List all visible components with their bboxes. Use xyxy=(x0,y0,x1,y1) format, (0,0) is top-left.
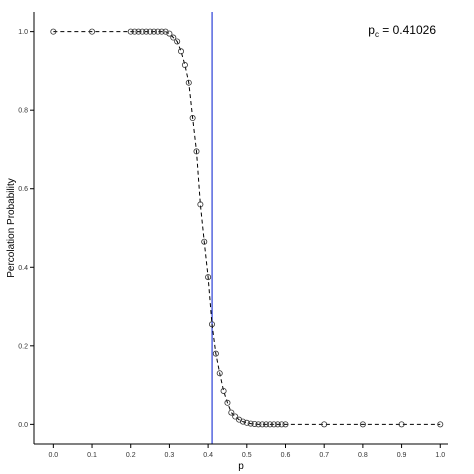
data-point xyxy=(278,421,285,428)
data-point xyxy=(131,28,138,35)
y-tick-label: 0.2 xyxy=(18,343,28,350)
x-tick-label: 0.9 xyxy=(397,452,407,459)
data-point xyxy=(89,28,96,35)
data-point xyxy=(216,370,223,377)
plot-area xyxy=(50,12,444,444)
data-point xyxy=(321,421,328,428)
x-tick-label: 0.5 xyxy=(242,452,252,459)
y-tick-label: 0.8 xyxy=(18,108,28,115)
x-tick-label: 0.7 xyxy=(319,452,329,459)
data-point xyxy=(154,28,161,35)
data-point xyxy=(243,419,250,426)
annotation-prefix: p xyxy=(368,23,375,37)
data-point xyxy=(158,28,165,35)
data-point xyxy=(437,421,444,428)
data-point xyxy=(212,350,219,357)
x-tick-label: 0.1 xyxy=(87,452,97,459)
x-tick-label: 0.4 xyxy=(203,452,213,459)
y-tick-label: 0.6 xyxy=(18,186,28,193)
y-tick-label: 0.0 xyxy=(18,422,28,429)
annotation-value: = 0.41026 xyxy=(379,23,436,37)
data-point xyxy=(274,421,281,428)
x-tick-label: 0.2 xyxy=(126,452,136,459)
data-point xyxy=(263,421,270,428)
y-ticks: 0.0 0.2 0.4 0.6 0.8 1.0 xyxy=(18,29,34,429)
data-point xyxy=(259,421,266,428)
critical-value-annotation: pc = 0.41026 xyxy=(368,23,436,39)
data-point xyxy=(197,201,204,208)
data-point xyxy=(50,28,57,35)
axes: 0.0 0.1 0.2 0.3 0.4 0.5 0.6 0.7 0.8 0.9 1.0 0.0 0.2… xyxy=(18,12,448,459)
x-axis-label: p xyxy=(238,461,244,472)
annotation-subscript: c xyxy=(375,30,379,39)
data-point xyxy=(147,28,154,35)
data-point xyxy=(166,30,173,37)
data-point xyxy=(174,38,181,45)
data-point xyxy=(228,409,235,416)
x-tick-label: 0.3 xyxy=(165,452,175,459)
data-point xyxy=(282,421,289,428)
series-line xyxy=(53,31,441,425)
data-point xyxy=(255,421,262,428)
data-point xyxy=(224,399,231,406)
data-point xyxy=(170,34,177,41)
data-point xyxy=(247,420,254,427)
data-point xyxy=(208,321,215,328)
data-point xyxy=(359,421,366,428)
data-point xyxy=(205,274,212,281)
data-point xyxy=(267,421,274,428)
data-point xyxy=(185,79,192,86)
data-point xyxy=(139,28,146,35)
data-point xyxy=(270,421,277,428)
data-point xyxy=(143,28,150,35)
x-tick-label: 0.8 xyxy=(358,452,368,459)
data-point xyxy=(398,421,405,428)
y-axis-label: Percolation Probability xyxy=(6,178,17,278)
data-point xyxy=(127,28,134,35)
x-tick-label: 1.0 xyxy=(435,452,445,459)
data-point xyxy=(193,148,200,155)
data-point xyxy=(135,28,142,35)
data-point xyxy=(220,387,227,394)
x-ticks: 0.0 0.1 0.2 0.3 0.4 0.5 0.6 0.7 0.8 0.9 1.0 xyxy=(48,444,445,459)
y-tick-label: 0.4 xyxy=(18,265,28,272)
x-tick-label: 0.0 xyxy=(48,452,58,459)
y-tick-label: 1.0 xyxy=(18,29,28,36)
data-point xyxy=(201,238,208,245)
data-point xyxy=(239,418,246,425)
data-point xyxy=(251,420,258,427)
data-point xyxy=(150,28,157,35)
data-point xyxy=(232,413,239,420)
data-point xyxy=(181,62,188,69)
x-tick-label: 0.6 xyxy=(281,452,291,459)
data-point xyxy=(189,115,196,122)
data-point xyxy=(178,48,185,55)
